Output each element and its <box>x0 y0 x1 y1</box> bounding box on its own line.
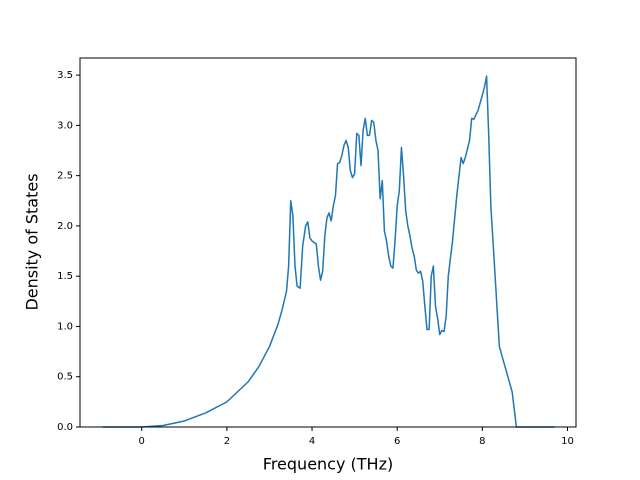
y-tick-label: 2.0 <box>57 221 73 232</box>
x-tick-label: 6 <box>394 436 400 447</box>
x-tick-label: 2 <box>224 436 230 447</box>
x-tick-label: 8 <box>479 436 485 447</box>
y-tick-label: 1.0 <box>57 321 73 332</box>
x-tick-label: 4 <box>309 436 315 447</box>
y-axis-label: Density of States <box>23 173 42 310</box>
y-tick-label: 0.0 <box>57 422 73 433</box>
y-tick-label: 1.5 <box>57 271 73 282</box>
line <box>102 75 555 428</box>
y-tick-label: 2.5 <box>57 171 73 182</box>
x-tick-label: 10 <box>561 436 574 447</box>
x-tick-label: 0 <box>139 436 145 447</box>
plot-frame <box>79 57 577 428</box>
y-tick-label: 3.0 <box>57 120 73 131</box>
x-axis-label: Frequency (THz) <box>263 455 393 474</box>
y-tick-label: 3.5 <box>57 70 73 81</box>
y-tick-label: 0.5 <box>57 372 73 383</box>
